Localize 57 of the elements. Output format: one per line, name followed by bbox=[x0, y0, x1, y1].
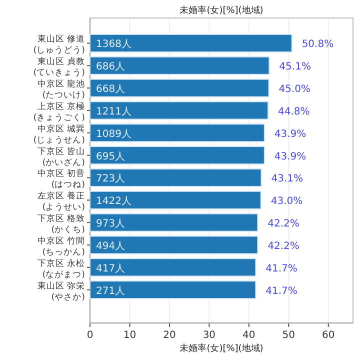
x-tick-label: 30 bbox=[202, 330, 216, 341]
bar bbox=[90, 168, 262, 187]
y-tick-label: 上京区 京極 (きょうごく) bbox=[33, 100, 85, 123]
annotation: 695人 bbox=[96, 151, 126, 162]
y-tick-label: 中京区 城巽 (じょうせん) bbox=[33, 123, 85, 146]
bar bbox=[90, 146, 265, 165]
bar bbox=[90, 56, 270, 75]
y-tick-label: 東山区 貞教 (ていきょう) bbox=[33, 56, 85, 78]
data-label: 41.7% bbox=[266, 286, 298, 297]
annotation: 668人 bbox=[96, 84, 126, 96]
data-label: 43.1% bbox=[271, 174, 304, 185]
chart-title: 未婚率(女)[%](地域) bbox=[180, 5, 264, 16]
data-label: 43.9% bbox=[274, 128, 306, 140]
y-tick-label: 中京区 初音 (はつね) bbox=[37, 168, 85, 190]
annotation: 723人 bbox=[96, 174, 126, 185]
data-label: 50.8% bbox=[302, 39, 334, 50]
annotation: 686人 bbox=[96, 62, 126, 73]
data-label: 42.2% bbox=[268, 218, 300, 230]
x-tick-label: 40 bbox=[242, 330, 256, 341]
bar bbox=[90, 124, 265, 142]
annotation: 494人 bbox=[96, 240, 126, 252]
data-label: 45.1% bbox=[279, 62, 311, 73]
y-tick-label: 下京区 皆山 (かいざん) bbox=[37, 146, 85, 168]
y-tick-label: 東山区 修道 (しゅうどう) bbox=[33, 34, 85, 56]
data-label: 42.2% bbox=[268, 240, 300, 252]
data-label: 43.0% bbox=[270, 196, 303, 208]
annotation: 1211人 bbox=[96, 106, 132, 118]
y-tick-label: 中京区 竹間 (ちっかん) bbox=[37, 235, 85, 258]
x-tick-label: 0 bbox=[86, 330, 94, 341]
bar bbox=[90, 236, 258, 254]
annotation: 1368人 bbox=[96, 39, 132, 50]
data-label: 44.8% bbox=[278, 106, 310, 118]
x-tick-label: 10 bbox=[123, 330, 136, 341]
bar bbox=[90, 213, 258, 232]
y-tick-label: 下京区 格致 (かくち) bbox=[37, 213, 85, 236]
data-label: 45.0% bbox=[278, 84, 311, 96]
annotation: 417人 bbox=[96, 263, 126, 274]
y-tick-label: 中京区 龍池 (たついけ) bbox=[37, 78, 85, 101]
y-tick-label: 下京区 永松 (ながまつ) bbox=[37, 258, 85, 280]
bar bbox=[90, 78, 270, 98]
bar bbox=[90, 258, 256, 277]
bar bbox=[90, 34, 292, 52]
data-label: 41.7% bbox=[266, 263, 298, 274]
bar bbox=[90, 280, 256, 300]
y-tick-label: 左京区 養正 (ようせい) bbox=[37, 190, 85, 213]
x-axis-title: 未婚率(女)[%](地域) bbox=[180, 343, 264, 354]
x-tick-label: 60 bbox=[322, 330, 335, 341]
annotation: 973人 bbox=[96, 218, 126, 230]
bar bbox=[90, 101, 268, 120]
x-tick-label: 20 bbox=[163, 330, 176, 341]
annotation: 1089人 bbox=[96, 128, 132, 140]
data-label: 43.9% bbox=[274, 151, 306, 162]
bar bbox=[90, 190, 262, 210]
x-tick-label: 50 bbox=[282, 330, 296, 341]
annotation: 271人 bbox=[96, 286, 126, 297]
annotation: 1422人 bbox=[96, 196, 132, 208]
y-tick-label: 東山区 弥栄 (やさか) bbox=[37, 280, 85, 302]
